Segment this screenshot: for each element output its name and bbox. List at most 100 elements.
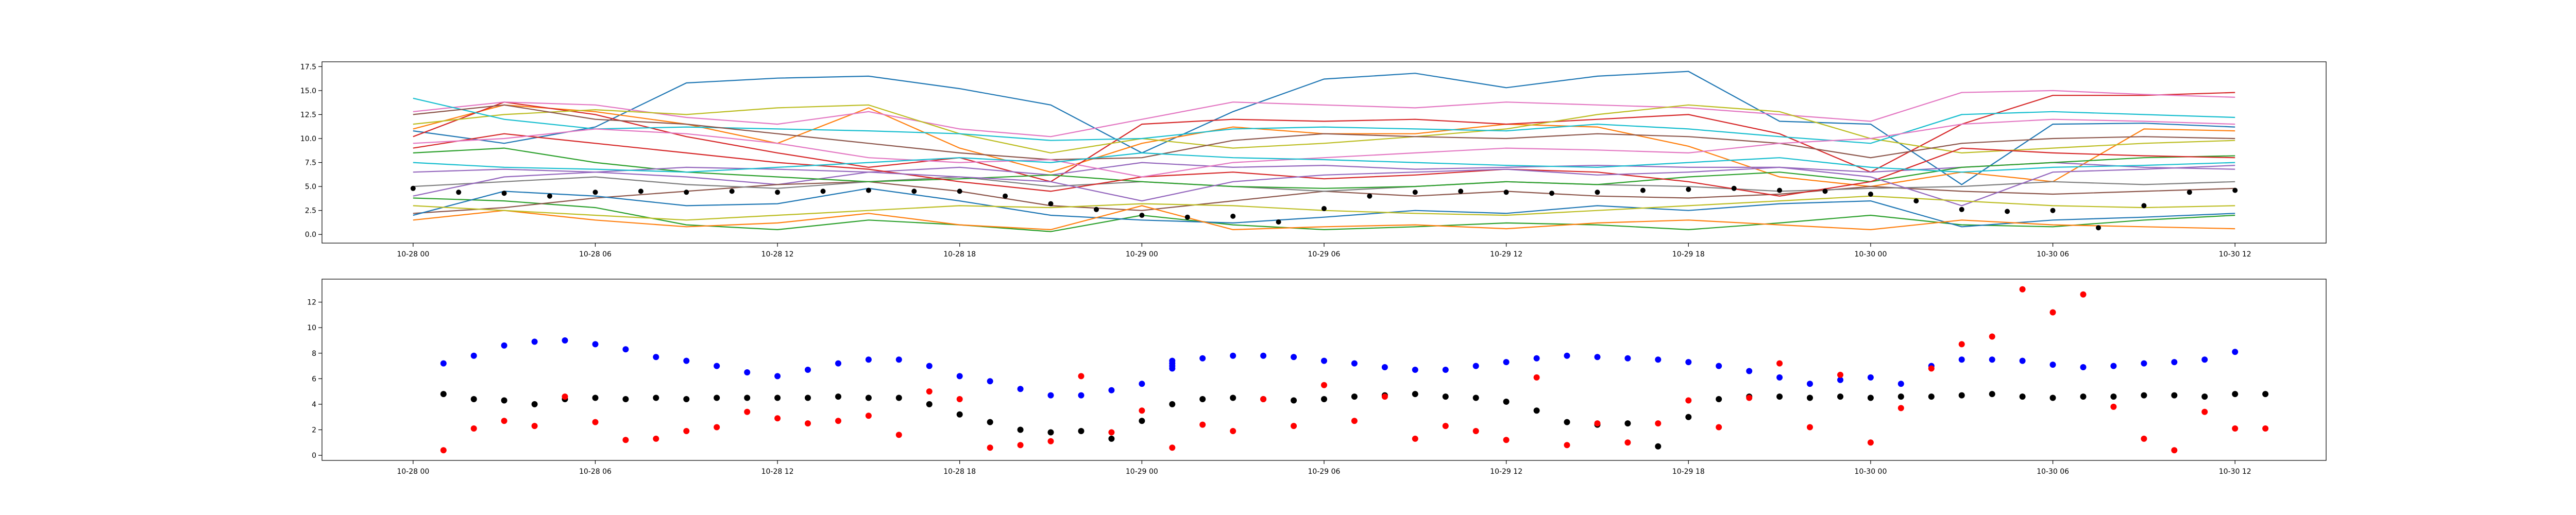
scatter-point-2 <box>1047 438 1054 444</box>
y-tick-label: 7.5 <box>305 159 316 167</box>
scatter-point-2 <box>714 424 720 431</box>
scatter-point-0 <box>1807 381 1813 387</box>
scatter-point-1 <box>1867 394 1874 401</box>
marker-point <box>1549 191 1554 196</box>
y-tick-label: 4 <box>312 401 316 409</box>
x-tick-label: 10-30 06 <box>2037 468 2069 476</box>
scatter-point-2 <box>2080 291 2087 298</box>
x-tick-label: 10-28 00 <box>397 468 429 476</box>
marker-point <box>2050 208 2056 213</box>
marker-point <box>410 185 416 191</box>
scatter-point-1 <box>2232 391 2239 398</box>
scatter-point-0 <box>531 338 538 345</box>
scatter-point-1 <box>622 396 629 402</box>
scatter-point-0 <box>1169 357 1176 364</box>
scatter-point-0 <box>440 360 447 367</box>
scatter-point-1 <box>1564 419 1570 425</box>
scatter-point-2 <box>1958 341 1965 348</box>
scatter-point-1 <box>1047 429 1054 436</box>
scatter-point-2 <box>622 437 629 443</box>
scatter-point-2 <box>1533 374 1540 381</box>
top-line-chart: 0.0 2.5 5.0 7.5 10.0 12.5 15.0 17.5 10-28 00 10-2… <box>300 61 2327 259</box>
scatter-point-2 <box>1594 420 1601 427</box>
scatter-point-1 <box>2080 393 2087 400</box>
y-tick-label: 2 <box>312 426 316 435</box>
scatter-point-0 <box>653 354 659 360</box>
scatter-point-1 <box>592 394 599 401</box>
scatter-point-1 <box>714 394 720 401</box>
marker-point <box>2141 203 2147 209</box>
scatter-point-2 <box>1230 428 1236 434</box>
scatter-point-2 <box>1442 423 1449 430</box>
marker-point <box>866 187 871 193</box>
scatter-point-1 <box>1503 399 1510 405</box>
x-tick-label: 10-29 06 <box>1308 468 1341 476</box>
scatter-point-2 <box>926 388 933 395</box>
scatter-point-1 <box>987 419 993 425</box>
scatter-point-2 <box>805 420 811 427</box>
scatter-point-2 <box>1199 421 1206 428</box>
series-line-14 <box>413 165 2235 207</box>
scatter-point-2 <box>1139 407 1145 414</box>
scatter-point-2 <box>1655 420 1662 427</box>
scatter-point-0 <box>1381 364 1388 370</box>
x-tick-label: 10-29 00 <box>1126 468 1158 476</box>
scatter-point-0 <box>683 357 690 364</box>
scatter-point-0 <box>1260 352 1267 359</box>
scatter-point-1 <box>926 401 933 407</box>
scatter-point-1 <box>1442 393 1449 400</box>
series-line-11 <box>413 205 2235 231</box>
scatter-point-2 <box>440 447 447 454</box>
scatter-point-0 <box>562 337 568 344</box>
scatter-point-0 <box>2049 362 2056 368</box>
marker-point <box>501 191 507 196</box>
scatter-point-0 <box>1958 356 1965 363</box>
scatter-point-0 <box>2171 359 2178 366</box>
scatter-point-2 <box>895 432 902 438</box>
scatter-point-1 <box>683 396 690 402</box>
marker-point <box>1777 187 1783 193</box>
scatter-point-2 <box>2049 309 2056 316</box>
scatter-point-1 <box>1655 443 1662 450</box>
scatter-point-1 <box>1989 391 1995 398</box>
scatter-point-1 <box>1199 396 1206 402</box>
scatter-point-0 <box>1078 392 1084 399</box>
scatter-point-1 <box>2141 392 2147 399</box>
scatter-point-1 <box>956 411 963 418</box>
scatter-point-2 <box>531 423 538 430</box>
x-tick-label: 10-30 06 <box>2037 250 2069 259</box>
x-tick-label: 10-30 12 <box>2219 250 2251 259</box>
marker-point <box>1959 207 1964 212</box>
x-tick-label: 10-28 18 <box>943 468 976 476</box>
scatter-point-1 <box>1533 407 1540 414</box>
marker-point <box>1822 188 1828 194</box>
series-line-13 <box>413 133 2235 197</box>
scatter-point-2 <box>1321 382 1327 388</box>
scatter-point-0 <box>835 360 841 367</box>
scatter-point-2 <box>1989 333 1995 340</box>
scatter-point-0 <box>895 356 902 363</box>
scatter-point-2 <box>1351 418 1358 424</box>
scatter-point-0 <box>1108 387 1115 393</box>
marker-point <box>1230 213 1236 219</box>
scatter-point-0 <box>956 373 963 380</box>
scatter-point-0 <box>865 356 872 363</box>
scatter-point-0 <box>1624 355 1631 362</box>
scatter-point-0 <box>1199 355 1206 362</box>
scatter-point-2 <box>1260 396 1267 402</box>
x-tick-label: 10-29 06 <box>1308 250 1341 259</box>
marker-point <box>1321 206 1327 211</box>
marker-point <box>1731 185 1737 191</box>
x-tick-label: 10-29 18 <box>1672 250 1705 259</box>
scatter-point-0 <box>1442 367 1449 373</box>
scatter-point-0 <box>1897 381 1904 387</box>
scatter-point-2 <box>956 396 963 402</box>
plot-area <box>440 286 2269 454</box>
scatter-point-0 <box>1837 376 1843 383</box>
x-tick-label: 10-29 12 <box>1490 468 1522 476</box>
scatter-point-0 <box>1472 363 1479 369</box>
series-line-2 <box>413 197 2235 232</box>
scatter-point-0 <box>1655 356 1662 363</box>
scatter-point-0 <box>1533 355 1540 362</box>
scatter-point-1 <box>1108 435 1115 442</box>
